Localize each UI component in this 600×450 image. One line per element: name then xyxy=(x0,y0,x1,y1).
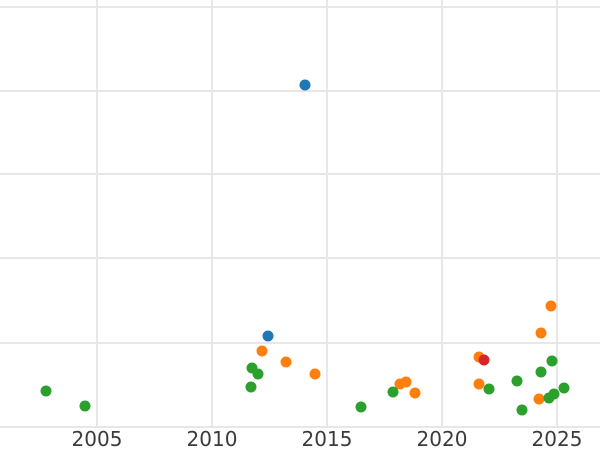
y-gridline xyxy=(0,173,600,175)
x-tick-label: 2005 xyxy=(71,427,123,450)
data-point-blue xyxy=(262,330,274,342)
data-point-orange xyxy=(533,393,545,405)
data-point-green xyxy=(387,386,399,398)
y-gridline xyxy=(0,257,600,259)
data-point-orange xyxy=(535,327,547,339)
data-point-green xyxy=(548,388,560,400)
data-point-orange xyxy=(473,378,485,390)
data-point-orange xyxy=(309,368,321,380)
x-gridline xyxy=(326,0,328,427)
x-tick-label: 2020 xyxy=(416,427,468,450)
y-gridline xyxy=(0,90,600,92)
data-point-orange xyxy=(256,345,268,357)
y-gridline xyxy=(0,342,600,344)
x-tick-label: 2015 xyxy=(301,427,353,450)
data-point-green xyxy=(79,400,91,412)
x-gridline xyxy=(211,0,213,427)
data-point-green xyxy=(546,355,558,367)
x-gridline xyxy=(96,0,98,427)
data-point-green xyxy=(511,375,523,387)
data-point-green xyxy=(246,362,258,374)
data-point-orange xyxy=(400,376,412,388)
data-point-green xyxy=(40,385,52,397)
data-point-orange xyxy=(409,387,421,399)
x-gridline xyxy=(556,0,558,427)
x-tick-label: 2010 xyxy=(186,427,238,450)
data-point-green xyxy=(543,392,555,404)
x-gridline xyxy=(441,0,443,427)
data-point-orange xyxy=(280,356,292,368)
data-point-green xyxy=(558,382,570,394)
data-point-blue xyxy=(299,79,311,91)
y-gridline xyxy=(0,6,600,8)
data-point-green xyxy=(252,368,264,380)
data-point-green xyxy=(355,401,367,413)
data-point-green xyxy=(535,366,547,378)
y-gridline xyxy=(0,426,600,428)
data-point-green xyxy=(245,381,257,393)
data-point-orange xyxy=(545,300,557,312)
data-point-orange xyxy=(394,378,406,390)
data-point-green xyxy=(483,383,495,395)
data-point-red xyxy=(478,354,490,366)
x-tick-label: 2025 xyxy=(531,427,583,450)
data-point-green xyxy=(516,404,528,416)
